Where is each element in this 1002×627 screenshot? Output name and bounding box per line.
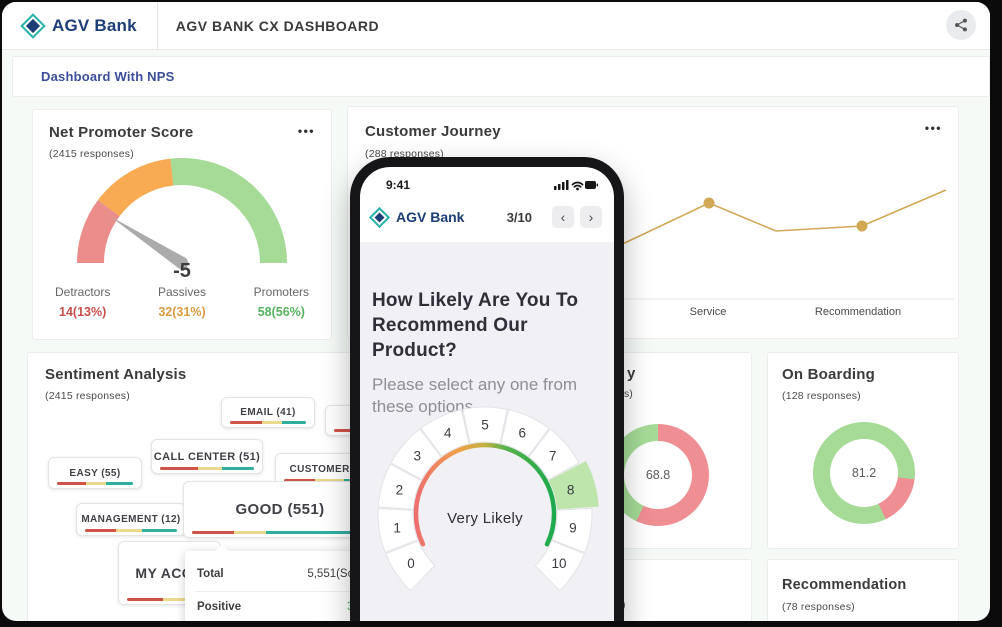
top-bar: AGV Bank AGV BANK CX DASHBOARD [2, 2, 990, 50]
battery-icon [585, 181, 596, 189]
next-question-button[interactable]: › [580, 206, 602, 228]
sentiment-tag[interactable]: EASY (55) [48, 457, 142, 489]
nps-legend-detractors: Detractors 14(13%) [54, 285, 111, 319]
svg-text:1: 1 [393, 520, 401, 535]
onboarding-donut-value: 81.2 [851, 466, 877, 480]
phone-brand-diamond-icon [368, 206, 391, 228]
nps-gauge-chart: -5 [77, 158, 287, 281]
sentiment-analysis-card: Sentiment Analysis (2415 responses) EMAI… [27, 352, 359, 621]
svg-text:Service: Service [690, 306, 727, 318]
svg-text:8: 8 [567, 482, 575, 497]
metric-card-responses-fragment: s) [624, 388, 633, 400]
onboarding-card-title: On Boarding [782, 366, 876, 383]
phone-nav-bar: AGV Bank 3/10 ‹ › [360, 200, 614, 234]
sentiment-card-title: Sentiment Analysis [45, 366, 187, 383]
phone-status-bar: 9:41 [360, 167, 614, 197]
metric-donut-chart: 68.8 [607, 424, 709, 526]
svg-text:9: 9 [569, 520, 577, 535]
wifi-icon [576, 187, 579, 191]
brand-name: AGV Bank [52, 15, 137, 35]
phone-survey-content: How Likely Are You To Recommend Our Prod… [360, 242, 614, 621]
app-window: AGV Bank AGV BANK CX DASHBOARD Dashboard… [2, 2, 990, 621]
svg-text:5: 5 [481, 418, 489, 433]
nps-legend-passives: Passives 32(31%) [157, 285, 206, 319]
signal-icon [554, 186, 557, 190]
svg-text:2: 2 [396, 482, 404, 497]
question-pager: 3/10 [506, 209, 532, 225]
share-icon [955, 18, 967, 32]
phone-mockup: 9:41 [350, 157, 624, 621]
nps-card-title: Net Promoter Score [49, 124, 194, 141]
recommendation-card-title: Recommendation [782, 577, 907, 593]
metric-card-title-fragment: y [627, 365, 636, 382]
svg-text:4: 4 [444, 426, 452, 441]
svg-text:7: 7 [549, 449, 557, 464]
status-time: 9:41 [386, 178, 411, 192]
journey-card-menu-icon[interactable]: ••• [924, 121, 942, 135]
nps-card: Net Promoter Score (2415 responses) ••• … [32, 109, 332, 340]
recommendation-card: Recommendation (78 responses) [767, 559, 959, 621]
sentiment-tooltip: Total 5,551(Score 9.2) Positive 392(41% [185, 551, 358, 621]
sentiment-tag[interactable]: MANAGEMENT (12) [76, 503, 186, 536]
svg-text:Very Likely: Very Likely [447, 510, 523, 527]
phone-brand-name: AGV Bank [396, 209, 465, 225]
page-title: AGV BANK CX DASHBOARD [175, 17, 380, 34]
svg-text:10: 10 [551, 556, 566, 571]
metric-donut-value: 68.8 [645, 468, 671, 482]
svg-text:6: 6 [519, 426, 527, 441]
phone-screen: 9:41 [360, 167, 614, 621]
sentiment-tag[interactable]: GOOD (551) [183, 481, 358, 538]
status-icons [554, 180, 598, 191]
svg-text:0: 0 [407, 556, 415, 571]
brand-diamond-icon [20, 12, 46, 39]
onboarding-card-responses: (128 responses) [782, 390, 861, 402]
brand-logo[interactable]: AGV Bank [2, 2, 158, 49]
sentiment-card-responses: (2415 responses) [45, 390, 130, 402]
recommendation-card-responses: (78 responses) [782, 601, 855, 613]
share-button[interactable] [946, 10, 976, 40]
svg-text:3: 3 [414, 449, 422, 464]
svg-text:Recommendation: Recommendation [815, 306, 901, 318]
onboarding-card: On Boarding (128 responses) 81.2 [767, 352, 959, 549]
nps-legend-promoters: Promoters 58(56%) [253, 285, 309, 319]
tab-dashboard-with-nps[interactable]: Dashboard With NPS [12, 56, 990, 97]
onboarding-donut-chart: 81.2 [813, 422, 915, 524]
nps-scale-selector[interactable]: 0 1 2 3 4 5 6 7 8 9 10 Very Likely [365, 402, 605, 621]
tooltip-divider [195, 591, 358, 592]
nps-card-menu-icon[interactable]: ••• [297, 124, 315, 138]
prev-question-button[interactable]: ‹ [552, 206, 574, 228]
sentiment-tag[interactable]: EMAIL (41) [221, 397, 315, 428]
journey-card-title: Customer Journey [365, 123, 501, 140]
sentiment-tag[interactable]: CALL CENTER (51) [151, 439, 263, 474]
nps-legend: Detractors 14(13%) Passives 32(31%) Prom… [33, 285, 331, 319]
tooltip-total-row: Total 5,551(Score 9.2) [197, 568, 358, 580]
survey-subtitle: Please select any one from these options [372, 375, 578, 417]
nps-card-responses: (2415 responses) [49, 148, 134, 160]
svg-text:-5: -5 [173, 260, 191, 281]
tooltip-positive-row: Positive 392(41% [197, 601, 358, 613]
survey-question: How Likely Are You To Recommend Our Prod… [372, 290, 579, 362]
